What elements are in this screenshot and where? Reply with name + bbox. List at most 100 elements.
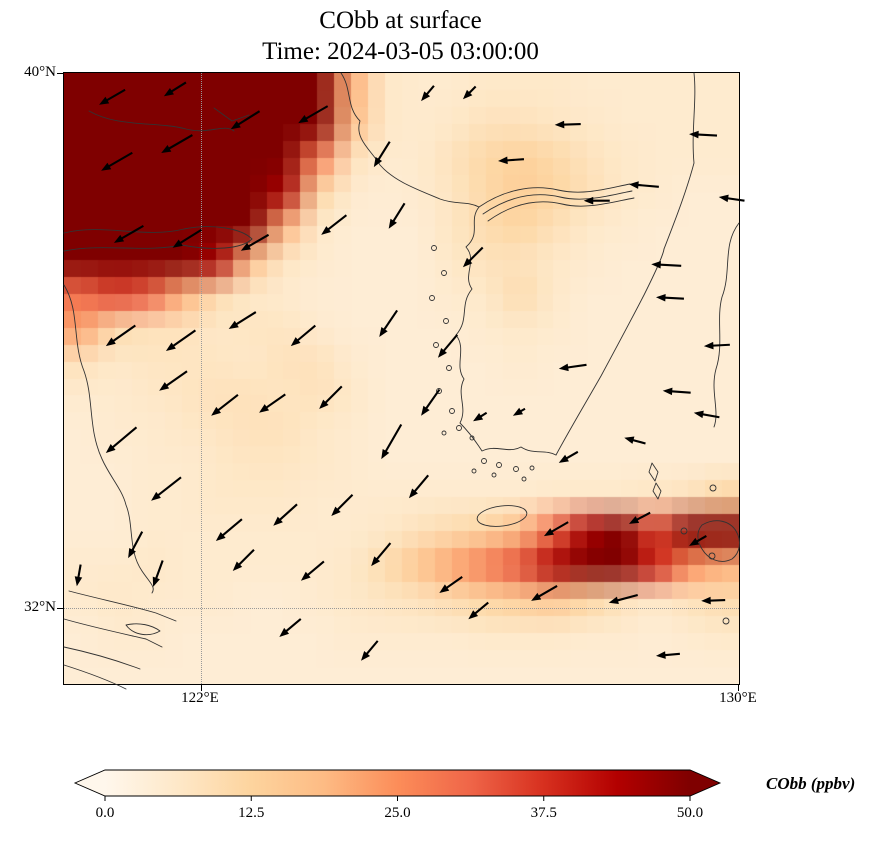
coastline-hangzhou-bay-2: [63, 664, 127, 690]
wind-arrow: [99, 88, 126, 105]
wind-arrow: [101, 151, 133, 171]
wind-arrow: [74, 564, 83, 587]
wind-arrow: [655, 293, 684, 302]
wind-arrow: [651, 260, 682, 269]
wind-arrow: [531, 584, 558, 601]
island-tsushima-south: [652, 482, 662, 500]
wind-arrow: [558, 450, 579, 463]
wind-arrow: [373, 141, 391, 168]
wind-arrow: [151, 476, 182, 501]
lat-tick-label-32n: 32°N: [24, 599, 56, 615]
wind-arrow: [105, 426, 138, 454]
wind-arrow: [232, 549, 255, 571]
wind-arrow: [628, 511, 651, 524]
coastline-yangtze-south: [63, 618, 163, 648]
colorbar-gradient: [105, 770, 690, 796]
wind-arrow: [468, 601, 489, 620]
wind-arrow: [371, 542, 392, 567]
wind-arrow: [259, 393, 286, 413]
colorbar-tick-label: 50.0: [677, 805, 703, 821]
colorbar: 0.0 12.5 25.0 37.5 50.0 CObb (ppbv): [0, 756, 887, 836]
wind-arrow: [462, 85, 477, 100]
wind-arrow: [290, 324, 316, 347]
wind-arrow: [583, 196, 610, 205]
wind-arrow: [701, 596, 726, 605]
wind-arrow: [152, 560, 164, 587]
river-yalu-1: [478, 183, 631, 208]
wind-arrow: [159, 370, 188, 391]
wind-arrow: [240, 233, 270, 251]
wind-arrow: [321, 214, 348, 235]
wind-arrows-layer: [74, 81, 745, 661]
colorbar-ticks: 0.0 12.5 25.0 37.5 50.0: [96, 796, 703, 821]
wind-arrow: [215, 518, 243, 542]
wind-arrow: [113, 224, 144, 243]
wind-arrow: [388, 202, 406, 229]
islands-korea-west: [429, 245, 535, 482]
wind-arrow: [300, 560, 325, 581]
wind-arrow: [165, 329, 197, 352]
wind-arrow: [498, 156, 525, 165]
river-yalu-3: [487, 197, 635, 222]
wind-arrow: [703, 341, 730, 350]
colorbar-over-tip: [690, 770, 720, 796]
coastline-hangzhou-bay-1: [63, 646, 141, 670]
lon-tick-label-122e: 122°E: [181, 690, 219, 706]
colorbar-tick-label: 12.5: [238, 805, 264, 821]
wind-arrow: [161, 134, 193, 154]
wind-arrow: [689, 130, 718, 139]
lat-tick-label-40n: 40°N: [24, 64, 56, 80]
wind-arrow: [298, 105, 329, 124]
tick-122e: [201, 685, 202, 691]
wind-arrow: [128, 531, 144, 559]
colorbar-label: CObb (ppbv): [766, 774, 855, 793]
coastline-korea-ne: [663, 72, 696, 250]
colorbar-under-tip: [75, 770, 105, 796]
wind-arrow: [662, 387, 691, 396]
title-block: CObb at surface Time: 2024-03-05 03:00:0…: [63, 6, 738, 67]
colorbar-tick-label: 37.5: [531, 805, 557, 821]
wind-arrow: [211, 394, 239, 416]
island-tsushima-north: [648, 462, 659, 482]
plot-title: CObb at surface: [319, 7, 482, 34]
map-plot: [57, 72, 745, 691]
wind-arrow: [163, 81, 187, 97]
wind-arrow: [473, 411, 488, 422]
tick-40n: [57, 73, 63, 74]
coastline-liaodong: [88, 107, 250, 132]
coastline-honshu: [713, 222, 740, 428]
river-yalu-2: [482, 190, 633, 215]
wind-arrow: [693, 410, 720, 419]
wind-arrow: [379, 309, 398, 337]
tick-130e: [738, 685, 739, 691]
coastline-china-east: [63, 284, 154, 594]
colorbar-tick-label: 25.0: [384, 805, 410, 821]
gridline-122e: [201, 73, 203, 684]
coastline-korea-east: [555, 248, 665, 456]
wind-arrow: [437, 334, 459, 358]
wind-arrow: [421, 388, 441, 416]
wind-arrow: [558, 363, 587, 372]
lon-tick-label-130e: 130°E: [719, 690, 757, 706]
islands-japan-small: [680, 484, 730, 625]
wind-arrow: [331, 494, 354, 516]
wind-arrow: [105, 324, 136, 347]
wind-arrow: [381, 423, 403, 460]
wind-arrow: [655, 651, 680, 659]
wind-arrow: [279, 618, 302, 637]
wind-arrow: [228, 311, 257, 330]
coastline-korea-nw: [340, 72, 480, 208]
wind-arrow: [512, 407, 526, 416]
wind-arrow: [439, 576, 463, 593]
coastline-yangtze-north: [68, 590, 177, 622]
coastline-kyushu: [697, 520, 740, 562]
wind-arrow: [608, 593, 638, 604]
island-jeju: [476, 505, 528, 527]
wind-arrow: [462, 246, 484, 268]
plot-subtitle: Time: 2024-03-05 03:00:00: [262, 37, 539, 65]
wind-arrow: [543, 521, 569, 537]
wind-arrow: [624, 436, 646, 445]
wind-arrow: [361, 640, 379, 661]
wind-arrow: [230, 110, 261, 130]
